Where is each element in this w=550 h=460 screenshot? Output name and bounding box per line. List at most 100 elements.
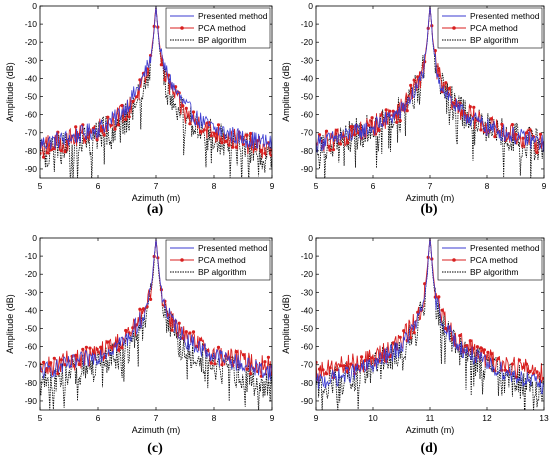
pca-marker bbox=[496, 357, 500, 361]
pca-marker bbox=[49, 148, 53, 152]
pca-marker bbox=[245, 133, 249, 137]
pca-marker bbox=[84, 345, 88, 349]
pca-marker bbox=[42, 155, 46, 159]
series-group bbox=[316, 6, 544, 178]
x-axis-label: Azimuth (m) bbox=[132, 193, 181, 203]
pca-marker bbox=[335, 128, 339, 132]
pca-marker bbox=[468, 105, 472, 109]
x-tick-label: 9 bbox=[270, 181, 275, 191]
chart-panel-d: 9 10 11 12 13 0 -10 -20 -30 -40 -50 -60 -70 -80 -90 Azi… bbox=[281, 233, 549, 456]
y-tick-label: -50 bbox=[25, 92, 38, 102]
x-tick-label: 9 bbox=[542, 181, 547, 191]
pca-marker bbox=[391, 341, 395, 345]
y-tick-label: -10 bbox=[301, 251, 314, 261]
pca-marker bbox=[479, 346, 483, 350]
pca-marker bbox=[493, 135, 497, 139]
pca-marker bbox=[134, 95, 138, 99]
pca-marker bbox=[398, 119, 402, 123]
y-tick-label: -30 bbox=[25, 287, 38, 297]
pca-marker bbox=[349, 362, 353, 366]
pca-marker bbox=[59, 149, 64, 153]
legend: Presented method PCA method BP algorithm bbox=[165, 7, 271, 49]
pca-marker bbox=[109, 123, 113, 127]
pca-marker bbox=[482, 348, 486, 352]
pca-marker bbox=[377, 128, 381, 132]
x-tick-label: 7 bbox=[154, 413, 159, 423]
pca-marker bbox=[521, 365, 525, 369]
pca-marker bbox=[249, 131, 253, 136]
y-tick-label: -90 bbox=[301, 396, 314, 406]
pca-marker bbox=[447, 86, 451, 91]
x-tick-label: 5 bbox=[38, 413, 43, 423]
pca-marker bbox=[213, 362, 217, 366]
y-tick-label: -20 bbox=[301, 269, 314, 279]
pca-marker bbox=[528, 369, 532, 373]
legend-entry-presented: Presented method bbox=[198, 243, 268, 253]
pca-marker bbox=[216, 123, 221, 127]
legend: Presented method PCA method BP algorithm bbox=[165, 239, 271, 281]
pca-marker bbox=[124, 328, 128, 333]
panel-label: (b) bbox=[420, 202, 437, 217]
pca-marker bbox=[349, 125, 353, 129]
pca-marker bbox=[59, 358, 64, 362]
pca-marker bbox=[538, 132, 543, 136]
y-tick-label: -30 bbox=[301, 287, 314, 297]
pca-marker bbox=[528, 128, 532, 132]
panel-label: (c) bbox=[147, 441, 163, 456]
y-tick-label: -10 bbox=[25, 251, 38, 261]
panel-label: (a) bbox=[147, 202, 164, 217]
pca-marker bbox=[216, 345, 221, 349]
pca-marker bbox=[52, 356, 56, 360]
y-tick-label: -60 bbox=[301, 110, 314, 120]
series-line-pca bbox=[316, 238, 544, 384]
pca-marker bbox=[42, 360, 46, 364]
pca-marker bbox=[63, 150, 67, 154]
x-tick-label: 7 bbox=[428, 181, 433, 191]
y-tick-label: -70 bbox=[25, 128, 38, 138]
pca-marker bbox=[220, 363, 224, 367]
pca-marker bbox=[433, 49, 437, 53]
pca-marker bbox=[109, 345, 113, 350]
chart-panel-c: 5 6 7 8 9 0 -10 -20 -30 -40 -50 -60 -70 -80 -90 Azimuth… bbox=[5, 233, 275, 456]
legend-entry-pca: PCA method bbox=[470, 255, 518, 265]
legend-entry-bp: BP algorithm bbox=[470, 267, 519, 277]
y-tick-label: -90 bbox=[301, 164, 314, 174]
pca-marker bbox=[409, 83, 413, 87]
pca-marker bbox=[56, 372, 60, 376]
pca-marker bbox=[342, 364, 346, 368]
panel-label: (d) bbox=[420, 441, 437, 456]
pca-marker bbox=[95, 138, 99, 142]
pca-marker bbox=[398, 335, 402, 339]
pca-marker bbox=[227, 143, 231, 147]
pca-marker bbox=[116, 348, 121, 352]
legend-marker-pca bbox=[452, 26, 456, 30]
pca-marker bbox=[209, 361, 213, 365]
legend-marker-pca bbox=[452, 258, 456, 262]
pca-marker bbox=[440, 308, 444, 312]
y-tick-label: 0 bbox=[308, 1, 313, 11]
pca-marker bbox=[475, 345, 479, 349]
y-tick-label: -70 bbox=[25, 360, 38, 370]
pca-marker bbox=[131, 99, 135, 104]
y-tick-label: -40 bbox=[301, 73, 314, 83]
pca-marker bbox=[241, 353, 245, 357]
x-tick-label: 5 bbox=[38, 181, 43, 191]
series-line-presented bbox=[316, 238, 544, 395]
pca-marker bbox=[113, 127, 117, 131]
x-tick-label: 8 bbox=[212, 413, 217, 423]
pca-marker bbox=[74, 353, 78, 357]
legend: Presented method PCA method BP algorithm bbox=[437, 7, 543, 49]
pca-marker bbox=[138, 307, 142, 311]
legend-entry-pca: PCA method bbox=[470, 23, 518, 33]
legend-entry-presented: Presented method bbox=[198, 11, 268, 21]
y-tick-label: -80 bbox=[25, 146, 38, 156]
pca-marker bbox=[141, 307, 146, 311]
pca-marker bbox=[423, 282, 427, 286]
y-tick-label: -50 bbox=[301, 92, 314, 102]
pca-marker bbox=[388, 355, 392, 359]
pca-marker bbox=[231, 145, 235, 149]
pca-marker bbox=[241, 142, 245, 146]
pca-marker bbox=[535, 151, 539, 155]
y-tick-label: -30 bbox=[301, 55, 314, 65]
